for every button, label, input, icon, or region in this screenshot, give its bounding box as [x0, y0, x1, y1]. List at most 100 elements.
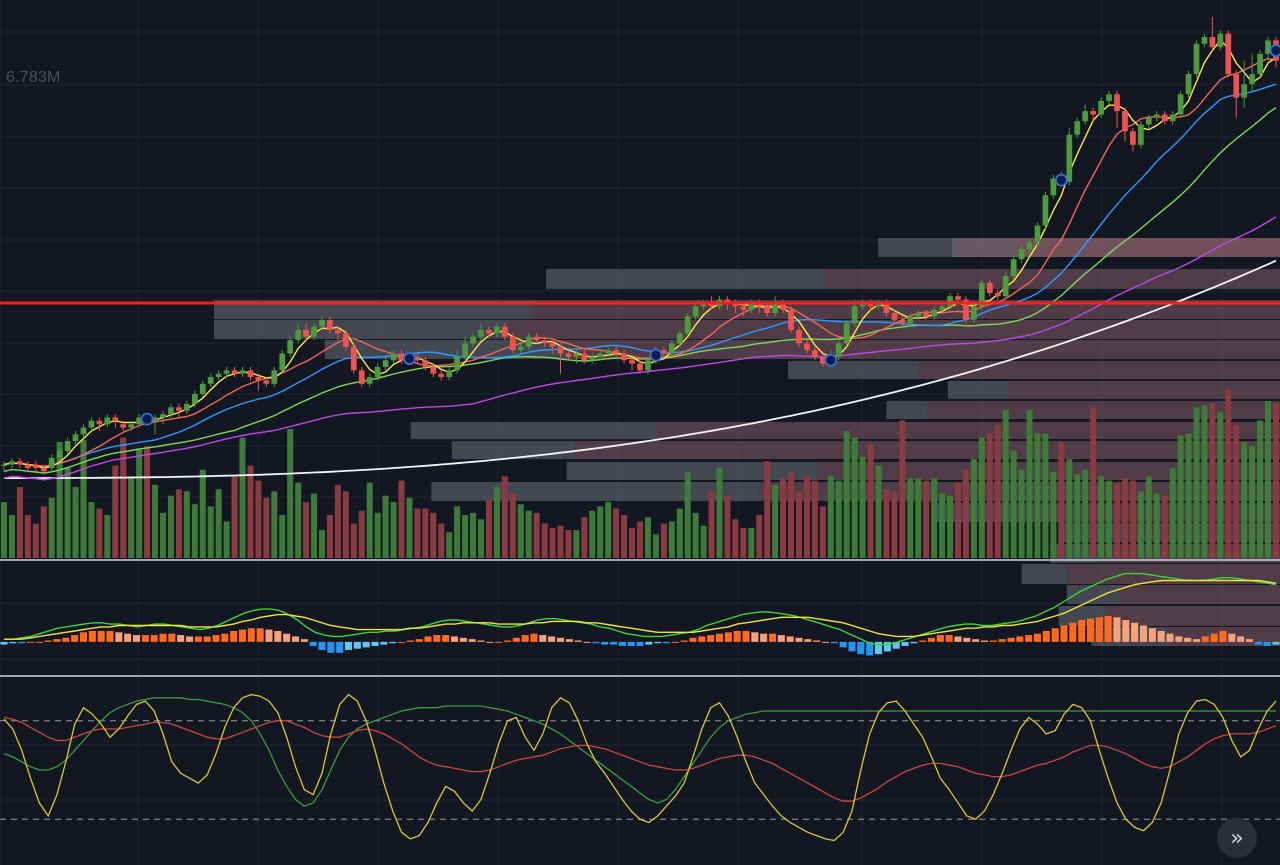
- volume-bar: [199, 469, 206, 558]
- macd-histogram-bar: [459, 637, 467, 642]
- volume-bar: [159, 512, 167, 558]
- volume-bar: [422, 508, 429, 558]
- macd-histogram-bar: [1263, 641, 1271, 646]
- candle-body: [1177, 94, 1184, 115]
- macd-histogram-bar: [1095, 617, 1103, 642]
- macd-histogram-bar: [821, 641, 830, 643]
- macd-histogram-bar: [698, 636, 706, 642]
- scroll-to-realtime-button[interactable]: »: [1217, 818, 1257, 858]
- candlesticks[interactable]: [1, 16, 1279, 475]
- candle-body: [1010, 259, 1017, 277]
- macd-histogram-bar: [62, 637, 70, 642]
- profile-bar-up: [886, 401, 928, 419]
- volume-bar: [589, 510, 596, 558]
- candle-body: [843, 323, 850, 344]
- macd-histogram-bar: [71, 635, 79, 642]
- profile-bar-up: [788, 361, 920, 379]
- candle-body: [207, 377, 214, 384]
- volume-bar: [788, 472, 795, 558]
- volume-bar: [962, 469, 969, 558]
- macd-histogram-bar: [1237, 636, 1245, 642]
- profile-bar-down: [1107, 606, 1280, 626]
- profile-bar-up: [1091, 627, 1170, 646]
- candle-body: [541, 340, 548, 344]
- macd-histogram-bar: [291, 636, 300, 642]
- macd-histogram-bar: [397, 641, 406, 643]
- volume-bar: [533, 512, 540, 558]
- volume-bar: [1153, 493, 1160, 558]
- volume-bar: [748, 527, 755, 558]
- candle-body: [303, 329, 309, 337]
- candle-body: [692, 306, 699, 317]
- volume-bar: [247, 465, 254, 558]
- macd-histogram-bar: [733, 630, 741, 642]
- candle-body: [56, 451, 63, 458]
- candle-body: [9, 461, 15, 465]
- candle-body: [684, 316, 691, 334]
- candle-body: [1153, 114, 1160, 118]
- candle-body: [621, 353, 627, 361]
- candle-body: [478, 329, 484, 337]
- volume-bar: [668, 521, 675, 558]
- macd-histogram-bar: [97, 630, 105, 642]
- candle-body: [517, 346, 524, 351]
- volume-bar: [1121, 478, 1128, 558]
- volume-bar: [1225, 390, 1232, 558]
- profile-bar-up: [878, 238, 957, 257]
- volume-bar: [231, 476, 238, 558]
- volume-bars: [0, 390, 1280, 558]
- candle-body: [1, 464, 7, 466]
- volume-bar: [1265, 401, 1272, 558]
- candle-body: [788, 309, 794, 330]
- volume-bar: [597, 506, 604, 558]
- candle-body: [255, 377, 262, 381]
- macd-histogram-bar: [813, 640, 821, 642]
- candle-body: [740, 306, 747, 310]
- candle-body: [17, 461, 23, 465]
- ma20-line: [3, 83, 1277, 468]
- volume-bar: [1201, 405, 1208, 558]
- macd-histogram-bar: [1272, 641, 1280, 645]
- profile-bar-up: [1021, 564, 1067, 584]
- candle-body: [1114, 94, 1120, 112]
- candle-body: [1249, 74, 1256, 85]
- macd-histogram-bar: [238, 629, 247, 642]
- candle-body: [271, 370, 278, 384]
- candle-body: [168, 407, 174, 415]
- macd-histogram-bar: [150, 635, 158, 642]
- volume-bar: [295, 482, 302, 558]
- volume-bar: [40, 506, 47, 558]
- macd-histogram-bar: [539, 635, 547, 642]
- candle-body: [398, 353, 405, 361]
- ma200-line: [4, 259, 1277, 479]
- volume-bar: [716, 467, 723, 558]
- candle-body: [191, 393, 198, 404]
- volume-bar: [271, 491, 278, 558]
- macd-histogram-bar: [18, 641, 26, 644]
- volume-bar: [756, 515, 763, 558]
- macd-histogram-bar: [945, 635, 953, 642]
- volume-bar: [382, 495, 389, 558]
- macd-histogram-bar: [751, 632, 759, 642]
- macd-histogram-bar: [424, 636, 432, 642]
- volume-bar: [939, 493, 946, 558]
- candle-body: [176, 407, 182, 411]
- volume-bar: [1241, 441, 1248, 558]
- macd-histogram-bar: [1051, 628, 1059, 642]
- pane-separators[interactable]: [0, 559, 1280, 677]
- macd-histogram-bar: [1016, 636, 1024, 642]
- macd-histogram-bar: [530, 633, 538, 642]
- volume-bar: [835, 480, 842, 558]
- volume-bar: [136, 448, 143, 558]
- macd-histogram-bar: [1069, 622, 1077, 642]
- candle-body: [597, 353, 604, 357]
- volume-bar: [183, 491, 190, 558]
- macd-histogram-bar: [327, 641, 335, 653]
- candle-body: [501, 326, 508, 337]
- volume-bar: [1129, 480, 1136, 558]
- volume-bar: [700, 525, 707, 558]
- candle-body: [923, 313, 930, 317]
- volume-bar: [811, 480, 818, 558]
